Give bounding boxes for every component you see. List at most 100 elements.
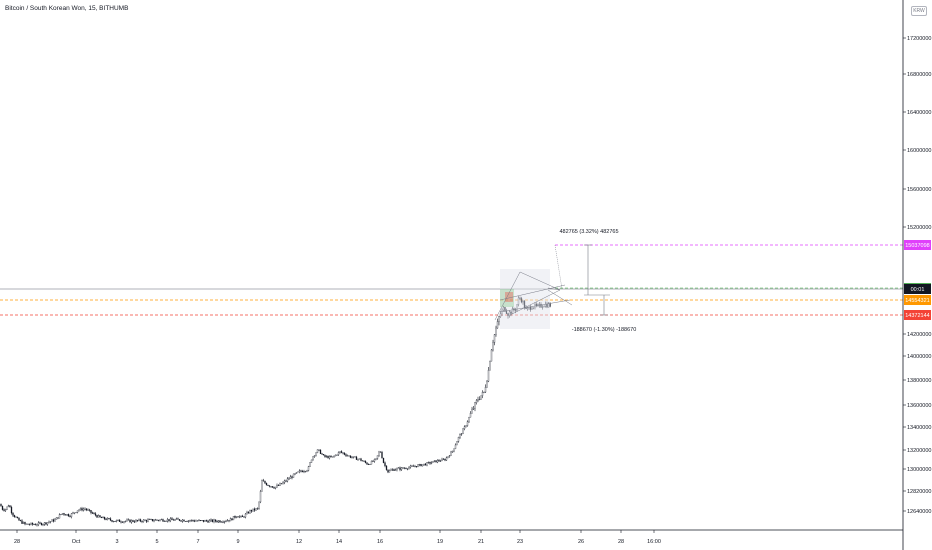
candle-body xyxy=(156,519,158,521)
candle-body xyxy=(388,470,391,473)
candle-body xyxy=(135,519,137,523)
candle-body xyxy=(406,468,409,470)
candle-body xyxy=(240,515,242,517)
candle-body xyxy=(411,465,413,467)
candle-body xyxy=(366,462,368,465)
candle-body xyxy=(382,457,385,463)
horizontal-levels xyxy=(0,244,903,316)
y-tick-label: 13000000 xyxy=(907,467,931,473)
x-tick-label: 16 xyxy=(377,539,383,545)
candle-body xyxy=(423,463,425,465)
candle-body xyxy=(75,512,77,514)
candle-body xyxy=(118,519,121,522)
candle-body xyxy=(397,467,400,469)
candle-body xyxy=(97,515,100,518)
candle-body xyxy=(208,520,211,523)
candle-body xyxy=(33,524,35,525)
candle-body xyxy=(103,516,106,520)
candle-body xyxy=(169,518,172,521)
candle-body xyxy=(42,524,44,526)
candle-body xyxy=(283,480,286,483)
candle-body xyxy=(340,451,343,453)
candle-body xyxy=(280,483,283,485)
candle-body xyxy=(337,452,340,456)
candle-body xyxy=(166,519,169,522)
candle-body xyxy=(409,465,412,468)
candle-body xyxy=(447,456,449,458)
candle-body xyxy=(124,520,127,522)
candle-body xyxy=(273,487,275,489)
candle-body xyxy=(204,520,206,522)
candle-body xyxy=(361,460,364,462)
candle-body xyxy=(381,451,383,459)
down-measure-label: -188670 (-1.30%) -188670 xyxy=(572,327,637,333)
candle-body xyxy=(363,460,365,462)
candle-body xyxy=(475,400,478,403)
candle-body xyxy=(285,480,287,482)
candle-body xyxy=(112,521,115,523)
candle-body xyxy=(178,519,181,521)
candle-body xyxy=(244,513,247,518)
candle-body xyxy=(40,522,43,526)
currency-badge[interactable]: KRW xyxy=(911,6,927,16)
x-tick-label: Oct xyxy=(72,539,81,545)
candle-body xyxy=(282,482,284,485)
candle-body xyxy=(22,522,25,524)
candle-body xyxy=(108,518,110,519)
candle-body xyxy=(364,461,367,463)
candle-body xyxy=(429,462,431,464)
candle-body xyxy=(79,508,82,511)
candle-body xyxy=(30,522,32,525)
candle-body xyxy=(190,519,193,521)
x-tick-label: 26 xyxy=(578,539,584,545)
candle-body xyxy=(267,484,269,486)
candle-body xyxy=(99,515,101,518)
candle-body xyxy=(139,519,142,522)
x-tick-label: 5 xyxy=(155,539,158,545)
candle-body xyxy=(174,519,176,521)
candle-body xyxy=(459,434,461,438)
candle-body xyxy=(400,467,403,470)
candle-body xyxy=(111,520,113,522)
y-tick-label: 13400000 xyxy=(907,425,931,431)
candle-body xyxy=(216,521,218,523)
candle-body xyxy=(355,456,358,460)
candle-body xyxy=(84,508,86,510)
candle-body xyxy=(120,521,122,523)
candle-body xyxy=(144,519,146,521)
candle-body xyxy=(78,509,80,511)
candle-body xyxy=(298,470,301,472)
candle-body xyxy=(16,517,19,519)
y-tick-label: 13200000 xyxy=(907,448,931,454)
candle-body xyxy=(316,449,319,454)
candle-body xyxy=(490,349,493,362)
candle-body xyxy=(91,512,94,514)
candle-body xyxy=(223,521,226,523)
candle-body xyxy=(394,469,397,471)
candle-body xyxy=(367,464,370,465)
candle-body xyxy=(325,456,328,457)
candle-body xyxy=(379,451,382,453)
candle-body xyxy=(357,458,359,460)
y-tick-label: 16000000 xyxy=(907,148,931,154)
candle-body xyxy=(93,513,95,514)
candle-body xyxy=(132,520,134,522)
candle-body xyxy=(297,471,299,473)
x-tick-label: 16:00 xyxy=(647,539,661,545)
candle-body xyxy=(73,512,76,514)
candle-body xyxy=(468,417,470,422)
candle-body xyxy=(232,516,235,521)
candle-body xyxy=(12,512,14,516)
candle-body xyxy=(477,399,479,401)
candle-body xyxy=(307,466,310,471)
candle-body xyxy=(274,486,277,489)
candle-body xyxy=(432,460,434,463)
candle-body xyxy=(478,399,481,400)
candle-body xyxy=(417,464,419,468)
candle-body xyxy=(493,334,496,343)
candle-body xyxy=(346,455,349,457)
candle-body xyxy=(250,510,253,512)
candle-body xyxy=(177,518,179,520)
